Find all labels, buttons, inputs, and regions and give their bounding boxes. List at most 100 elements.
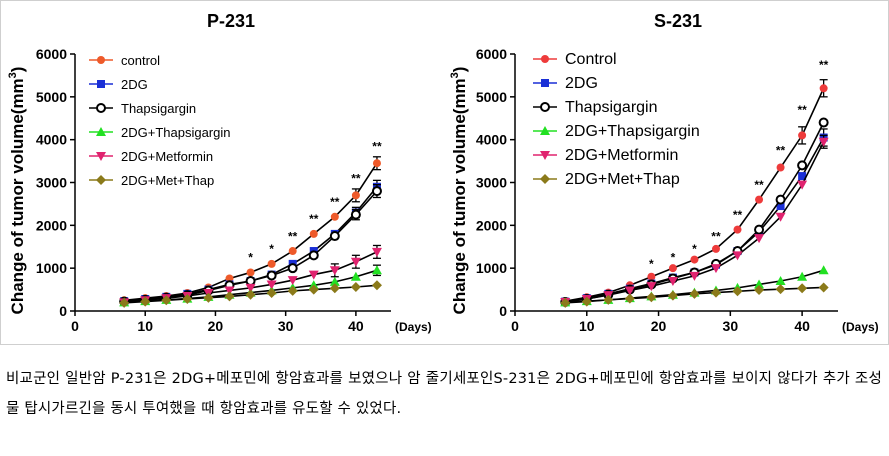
data-point-2dg-met-thap [710,287,721,298]
data-point-control [776,163,785,172]
significance-marker: ** [309,212,319,226]
legend-label: Thapsigargin [121,101,196,116]
legend-label: 2DG+Metformin [565,147,678,164]
y-axis-label: Change of tumor volume(mm3) [7,67,27,315]
significance-marker: ** [288,229,298,243]
data-point-2dg-metformin [689,271,700,281]
data-point-control [755,195,764,204]
data-point-thapsigargin [775,194,786,205]
data-point-control [267,259,276,268]
data-point-2dg-thapsigargin [818,265,829,275]
significance-marker: ** [330,195,340,209]
y-tick-label: 1000 [476,260,507,276]
chart-p231: P-231 0 1000 2000 3000 4000 5000 6000 0 10 20 30 40 (… [7,11,432,334]
significance-marker: * [692,242,697,256]
legend-label: 2DG+Thapsigargin [565,123,700,140]
data-point-2dg-met-thap [689,288,700,299]
data-point-thapsigargin [818,117,829,128]
data-point-thapsigargin [329,231,340,242]
data-point-control [351,191,360,200]
data-point-2dg-met-thap [245,289,256,300]
legend-label: Control [565,51,617,68]
data-point-2dg-metformin [667,277,678,287]
data-point-2dg-met-thap [329,283,340,294]
x-tick-label: 10 [579,318,595,334]
data-point-2dg-met-thap [203,292,214,303]
chart-s231: S-231 0 1000 2000 3000 4000 5000 6000 0 10 20 30 40 (… [449,11,879,334]
data-point-2dg [776,202,785,211]
y-tick-label: 6000 [36,46,67,62]
legend-label: control [121,53,160,68]
legend-label: 2DG+Met+Thap [565,171,680,188]
x-axis-label: (Days) [395,320,432,334]
x-tick-label: 0 [71,318,79,334]
y-axis-label: Change of tumor volume(mm3) [449,67,469,315]
data-point-2dg-met-thap [667,290,678,301]
data-point-2dg-met-thap [224,291,235,302]
data-point-2dg-met-thap [603,294,614,305]
y-tick-label: 1000 [36,260,67,276]
y-tick-label: 2000 [476,217,507,233]
data-point-thapsigargin [266,270,277,281]
chart-title: S-231 [654,11,702,31]
y-tick-label: 5000 [476,89,507,105]
data-point-2dg-met-thap [119,297,130,308]
data-point-2dg-thapsigargin [775,276,786,286]
legend-label: 2DG [121,77,148,92]
x-tick-label: 30 [278,318,294,334]
data-point-2dg-met-thap [371,280,382,291]
legend-label: 2DG [565,75,598,92]
data-point-2dg-metformin [818,137,829,147]
y-tick-label: 4000 [36,132,67,148]
data-point-thapsigargin [797,160,808,171]
y-tick-label: 6000 [476,46,507,62]
data-point-2dg-metformin [754,234,765,244]
data-point-control [690,255,699,264]
series-2dg-met-thap [560,282,829,308]
data-point-2dg-met-thap [182,294,193,305]
data-point-control [330,212,339,221]
data-point-2dg-metformin [624,286,635,296]
y-tick-label: 2000 [36,217,67,233]
data-point-2dg-met-thap [797,283,808,294]
significance-marker: ** [819,58,829,72]
data-point-2dg-metformin [287,276,298,286]
legend-label: 2DG+Met+Thap [121,173,214,188]
x-tick-label: 10 [137,318,153,334]
legend-marker-2dg [541,79,549,87]
significance-marker: * [269,242,274,256]
legend-marker-control [97,56,105,64]
y-tick-label: 3000 [476,175,507,191]
data-point-2dg-metformin [646,282,657,292]
data-point-thapsigargin [754,224,765,235]
y-tick-label: 4000 [476,132,507,148]
data-point-control [372,159,381,168]
data-point-2dg-met-thap [140,296,151,307]
x-axis-label: (Days) [842,320,879,334]
data-point-2dg-metformin [371,247,382,257]
data-point-2dg-met-thap [818,282,829,293]
significance-marker: * [248,251,253,265]
significance-marker: ** [797,103,807,117]
data-point-2dg-metformin [329,266,340,276]
data-point-2dg-metformin [266,280,277,290]
data-point-2dg-met-thap [266,288,277,299]
data-point-2dg-thapsigargin [754,279,765,289]
significance-marker: ** [754,178,764,192]
x-tick-label: 40 [794,318,810,334]
data-point-2dg-met-thap [560,297,571,308]
legend-label: Thapsigargin [565,99,658,116]
x-tick-label: 20 [651,318,667,334]
data-point-control [309,229,318,238]
data-point-2dg-metformin [224,286,235,296]
legend-marker-2dg-met-thap [540,174,550,184]
series-2dg-met-thap [119,280,382,308]
data-point-2dg-met-thap [161,295,172,306]
data-point-2dg-metformin [775,212,786,222]
y-tick-label: 5000 [36,89,67,105]
data-point-thapsigargin [308,250,319,261]
legend-marker-2dg-thapsigargin [540,126,550,135]
data-point-thapsigargin [287,263,298,274]
x-tick-label: 20 [208,318,224,334]
legend-marker-2dg-metformin [540,151,550,160]
